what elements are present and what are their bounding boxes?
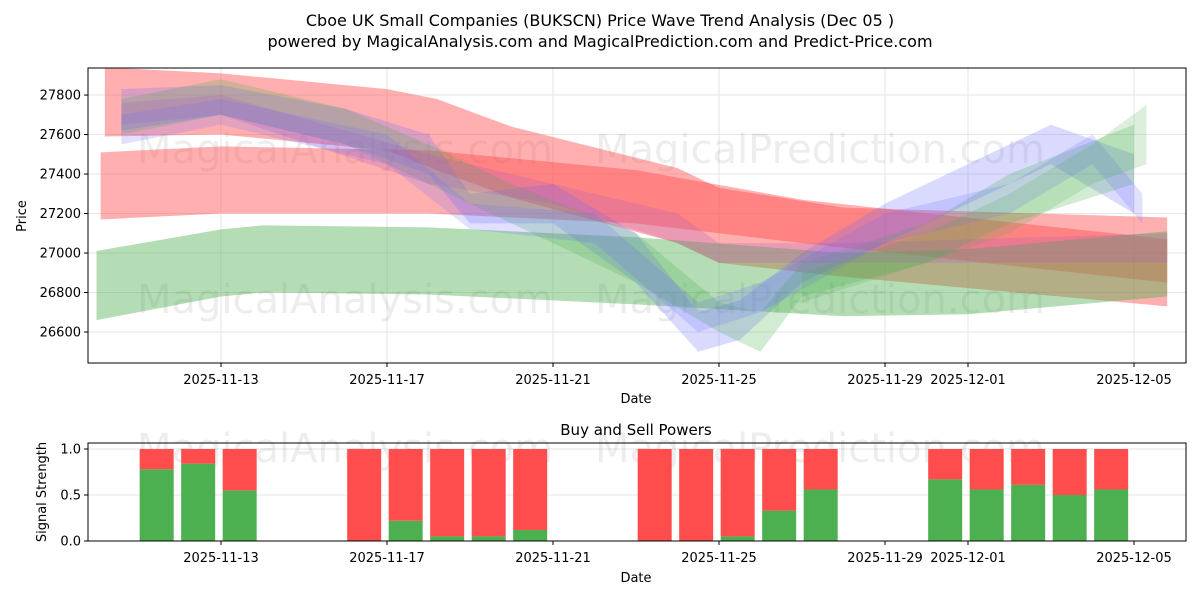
price-wave-band [100,146,1168,283]
watermark: MagicalPrediction.com [595,277,1045,323]
buy-bar [222,490,257,541]
buy-bar [1052,494,1087,541]
y-tick-label: 27000 [40,247,81,262]
buy-bar [1011,484,1046,541]
x-tick-label: 2025-11-13 [183,373,259,388]
bands [96,68,1168,352]
x-tick-label: 2025-11-29 [847,551,923,566]
sell-bar [430,448,465,537]
bottom-chart-title: Buy and Sell Powers [560,421,712,439]
bottom-y-axis-label: Signal Strength [35,442,50,542]
x-tick-label: 2025-11-25 [681,373,757,388]
x-tick-label: 2025-11-17 [349,373,425,388]
buy-bar [471,536,506,541]
watermark: MagicalAnalysis.com [137,277,553,323]
buy-bar [181,463,216,541]
buy-bar [928,479,963,541]
x-tick-label: 2025-12-05 [1096,551,1172,566]
bottom-x-axis-label: Date [620,571,651,586]
x-axis-label: Date [620,392,651,407]
x-tick-label: 2025-12-01 [930,373,1006,388]
y-axis-label: Price [15,200,30,232]
sell-bar [513,448,548,530]
x-tick-label: 2025-11-17 [349,551,425,566]
sell-bar [388,448,423,521]
buy-bar [139,469,174,541]
y-tick-label: 27800 [40,89,81,104]
sell-bar [471,448,506,537]
y-tick-label: 27400 [40,168,81,183]
top-axes-frame [87,67,1187,364]
sell-bar [803,448,838,490]
watermark: MagicalAnalysis.com [137,127,553,173]
buy-bar [762,510,797,541]
x-tick-label: 2025-11-29 [847,373,923,388]
watermark: MagicalPrediction.com [595,127,1045,173]
price-wave-band [121,99,1143,332]
y-tick-label: 27600 [40,128,81,143]
buy-bar [969,489,1004,541]
x-tick-label: 2025-11-21 [515,373,591,388]
sell-bar [679,448,714,541]
x-tick-label: 2025-12-05 [1096,373,1172,388]
y-tick-label: 0.0 [60,535,81,550]
sell-bar [222,448,257,491]
sell-bar [720,448,755,537]
y-tick-label: 26800 [40,286,81,301]
buy-bar [1094,489,1129,541]
sell-bar [347,448,382,541]
chart-title: Cboe UK Small Companies (BUKSCN) Price W… [306,11,894,30]
sell-bar [1052,448,1087,495]
buy-bar [720,536,755,541]
y-tick-label: 27200 [40,207,81,222]
buy-bar [430,536,465,541]
buy-bar [513,529,548,541]
y-tick-label: 1.0 [60,442,81,457]
y-tick-label: 26600 [40,325,81,340]
price-wave-band [121,79,1134,352]
buy-bar [803,489,838,541]
price-wave-band [96,225,1168,321]
x-tick-label: 2025-11-25 [681,551,757,566]
sell-bar [969,448,1004,490]
price-wave-band [121,95,1168,263]
buy-bar [388,520,423,541]
sell-bar [1094,448,1129,490]
sell-bar [1011,448,1046,485]
sell-bar [181,448,216,464]
bottom-axes-frame [87,442,1187,542]
x-tick-label: 2025-11-21 [515,551,591,566]
sell-bar [139,448,174,470]
sell-bar [928,448,963,480]
x-tick-label: 2025-11-13 [183,551,259,566]
price-wave-band [802,104,1147,303]
sell-bar [637,448,672,541]
price-wave-band [104,68,1168,307]
y-tick-label: 0.5 [60,488,81,503]
x-tick-label: 2025-12-01 [930,551,1006,566]
price-wave-band [121,85,1134,352]
chart-subtitle: powered by MagicalAnalysis.com and Magic… [267,32,932,51]
sell-bar [762,448,797,511]
